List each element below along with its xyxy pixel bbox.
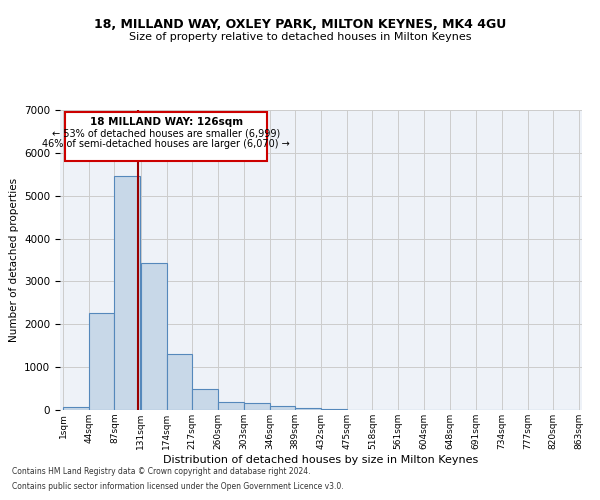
Bar (269, 406, 295, 410)
Text: Contains public sector information licensed under the Open Government Licence v3: Contains public sector information licen… (12, 482, 344, 491)
FancyBboxPatch shape (65, 112, 267, 160)
Bar (115, 176, 140, 410)
Text: 46% of semi-detached houses are larger (6,070) →: 46% of semi-detached houses are larger (… (43, 139, 290, 149)
Bar (321, 408, 347, 410)
X-axis label: Distribution of detached houses by size in Milton Keynes: Distribution of detached houses by size … (163, 454, 479, 464)
Bar (244, 402, 269, 410)
Text: ← 53% of detached houses are smaller (6,999): ← 53% of detached houses are smaller (6,… (52, 129, 280, 139)
Bar (192, 390, 218, 410)
Text: 18, MILLAND WAY, OXLEY PARK, MILTON KEYNES, MK4 4GU: 18, MILLAND WAY, OXLEY PARK, MILTON KEYN… (94, 18, 506, 30)
Bar (218, 402, 244, 410)
Text: 18 MILLAND WAY: 126sqm: 18 MILLAND WAY: 126sqm (89, 118, 243, 128)
Bar (167, 354, 192, 410)
Bar (89, 312, 115, 410)
Bar (63, 407, 89, 410)
Text: Size of property relative to detached houses in Milton Keynes: Size of property relative to detached ho… (129, 32, 471, 42)
Bar (141, 263, 167, 410)
Bar (295, 408, 321, 410)
Y-axis label: Number of detached properties: Number of detached properties (8, 178, 19, 342)
Text: Contains HM Land Registry data © Crown copyright and database right 2024.: Contains HM Land Registry data © Crown c… (12, 467, 311, 476)
